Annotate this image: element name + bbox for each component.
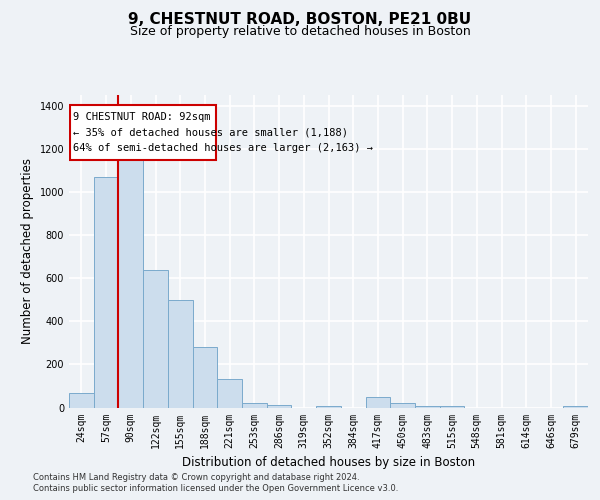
Bar	[440, 406, 464, 408]
Bar	[390, 403, 415, 407]
Bar	[143, 270, 168, 407]
Bar	[217, 380, 242, 407]
Text: 9 CHESTNUT ROAD: 92sqm: 9 CHESTNUT ROAD: 92sqm	[73, 112, 211, 122]
Text: Contains public sector information licensed under the Open Government Licence v3: Contains public sector information licen…	[33, 484, 398, 493]
Bar	[563, 406, 588, 408]
Text: ← 35% of detached houses are smaller (1,188): ← 35% of detached houses are smaller (1,…	[73, 128, 348, 138]
Bar	[242, 403, 267, 407]
Bar	[70, 105, 216, 160]
Bar	[415, 406, 440, 408]
Text: Size of property relative to detached houses in Boston: Size of property relative to detached ho…	[130, 25, 470, 38]
Bar	[267, 406, 292, 407]
Bar	[118, 123, 143, 408]
X-axis label: Distribution of detached houses by size in Boston: Distribution of detached houses by size …	[182, 456, 475, 469]
Bar	[168, 300, 193, 408]
Y-axis label: Number of detached properties: Number of detached properties	[21, 158, 34, 344]
Bar	[316, 406, 341, 408]
Text: 64% of semi-detached houses are larger (2,163) →: 64% of semi-detached houses are larger (…	[73, 143, 373, 153]
Bar	[365, 396, 390, 407]
Bar	[94, 177, 118, 408]
Text: 9, CHESTNUT ROAD, BOSTON, PE21 0BU: 9, CHESTNUT ROAD, BOSTON, PE21 0BU	[128, 12, 472, 28]
Bar	[193, 347, 217, 408]
Bar	[69, 394, 94, 407]
Text: Contains HM Land Registry data © Crown copyright and database right 2024.: Contains HM Land Registry data © Crown c…	[33, 472, 359, 482]
